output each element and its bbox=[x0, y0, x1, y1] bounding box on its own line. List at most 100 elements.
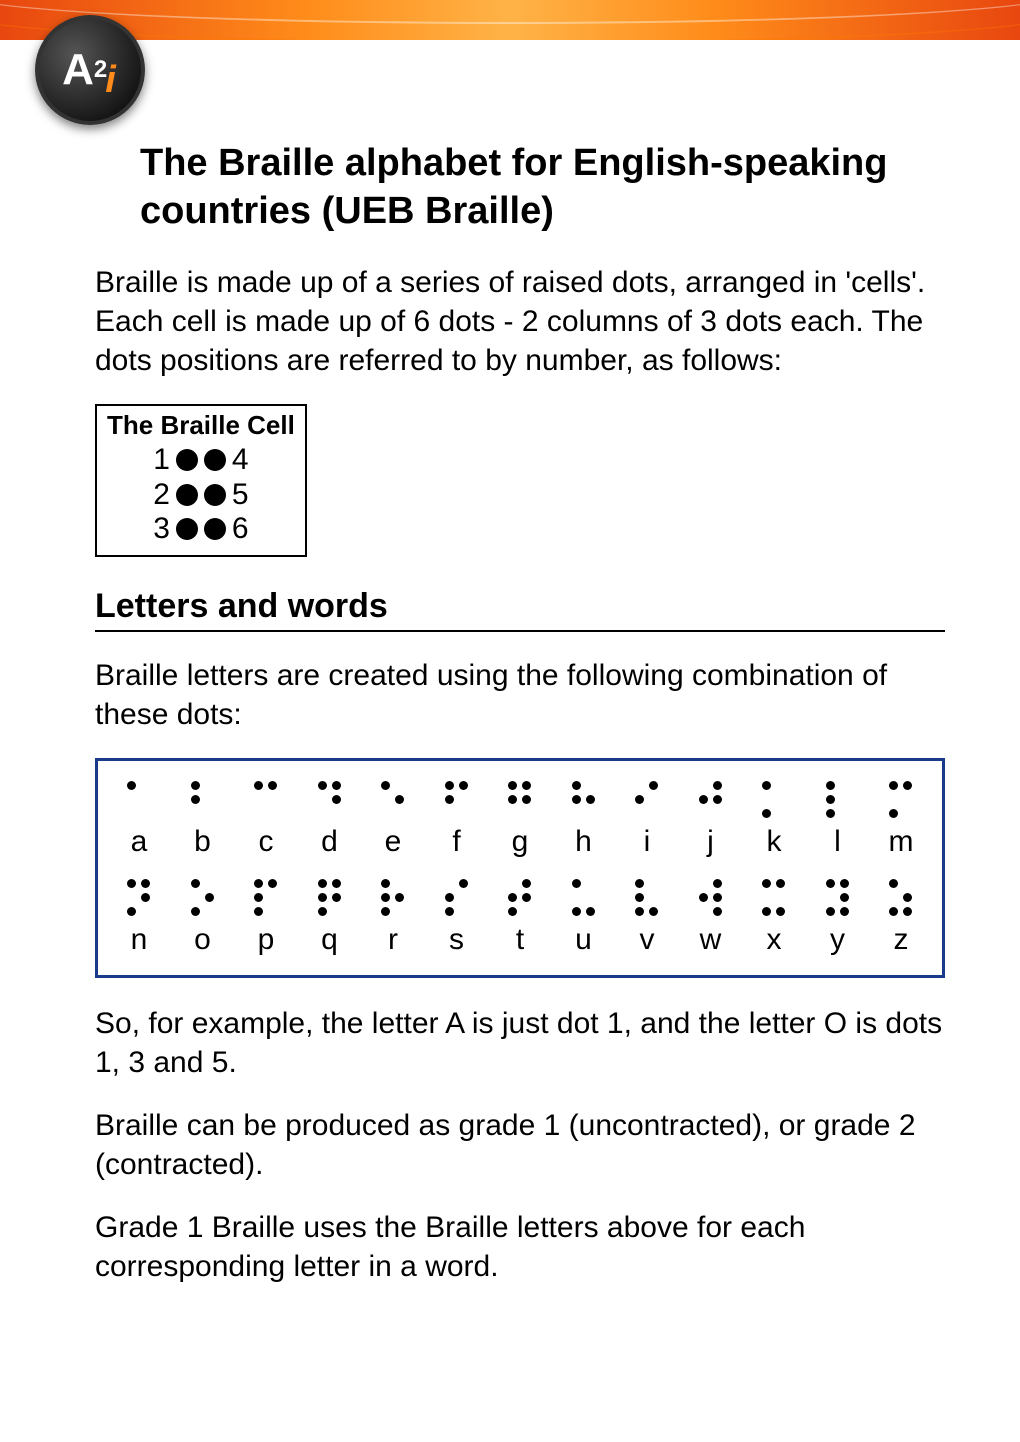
alphabet-letter-label: j bbox=[707, 825, 714, 859]
alphabet-c: c bbox=[239, 781, 293, 859]
alphabet-letter-label: a bbox=[131, 825, 148, 859]
braille-dot-5 bbox=[840, 795, 849, 804]
braille-dot-4 bbox=[903, 879, 912, 888]
logo: A2i bbox=[35, 15, 145, 125]
braille-dot-6 bbox=[840, 907, 849, 916]
alphabet-v: v bbox=[620, 879, 674, 957]
braille-dot-1 bbox=[191, 879, 200, 888]
braille-dot-2 bbox=[889, 795, 898, 804]
alphabet-i: i bbox=[620, 781, 674, 859]
braille-dot-1 bbox=[508, 781, 517, 790]
cell-number-left: 1 bbox=[153, 443, 170, 478]
braille-dot-2 bbox=[381, 795, 390, 804]
braille-dot-3 bbox=[191, 809, 200, 818]
braille-dot-6 bbox=[205, 809, 214, 818]
braille-dot-3 bbox=[635, 809, 644, 818]
braille-cell bbox=[508, 879, 532, 917]
alphabet-z: z bbox=[874, 879, 928, 957]
braille-dot-4 bbox=[713, 781, 722, 790]
alphabet-s: s bbox=[430, 879, 484, 957]
braille-cell bbox=[318, 879, 342, 917]
braille-dot-3 bbox=[127, 907, 136, 916]
cell-dot bbox=[204, 518, 226, 540]
braille-dot-4 bbox=[522, 879, 531, 888]
alphabet-letter-label: b bbox=[194, 825, 211, 859]
braille-dot-6 bbox=[141, 907, 150, 916]
braille-dot-3 bbox=[699, 809, 708, 818]
braille-dot-5 bbox=[205, 795, 214, 804]
braille-dot-3 bbox=[635, 907, 644, 916]
braille-dot-4 bbox=[649, 879, 658, 888]
braille-dot-1 bbox=[127, 781, 136, 790]
braille-cell bbox=[826, 781, 850, 819]
braille-dot-3 bbox=[889, 907, 898, 916]
braille-dot-1 bbox=[889, 879, 898, 888]
braille-dot-4 bbox=[459, 879, 468, 888]
braille-cell-diagram: The Braille Cell 142536 bbox=[95, 404, 307, 557]
cell-number-right: 6 bbox=[232, 512, 249, 547]
braille-dot-2 bbox=[508, 795, 517, 804]
braille-dot-4 bbox=[332, 879, 341, 888]
alphabet-a: a bbox=[112, 781, 166, 859]
braille-cell bbox=[191, 879, 215, 917]
braille-dot-3 bbox=[318, 907, 327, 916]
alphabet-letter-label: v bbox=[640, 923, 655, 957]
alphabet-letter-label: d bbox=[321, 825, 338, 859]
braille-dot-5 bbox=[141, 795, 150, 804]
alphabet-m: m bbox=[874, 781, 928, 859]
braille-dot-1 bbox=[826, 879, 835, 888]
braille-dot-6 bbox=[586, 809, 595, 818]
alphabet-letter-label: f bbox=[452, 825, 460, 859]
braille-dot-2 bbox=[699, 795, 708, 804]
braille-dot-3 bbox=[572, 809, 581, 818]
braille-dot-6 bbox=[268, 907, 277, 916]
alphabet-letter-label: m bbox=[889, 825, 914, 859]
braille-dot-3 bbox=[445, 907, 454, 916]
braille-dot-5 bbox=[268, 893, 277, 902]
alphabet-letter-label: t bbox=[516, 923, 524, 957]
braille-cell bbox=[762, 879, 786, 917]
alphabet-letter-label: n bbox=[131, 923, 148, 957]
braille-cell bbox=[254, 879, 278, 917]
braille-dot-4 bbox=[840, 781, 849, 790]
alphabet-letter-label: g bbox=[512, 825, 529, 859]
braille-dot-6 bbox=[903, 907, 912, 916]
alphabet-letter-label: q bbox=[321, 923, 338, 957]
braille-cell bbox=[445, 879, 469, 917]
alphabet-letter-label: w bbox=[700, 923, 722, 957]
braille-dot-6 bbox=[395, 809, 404, 818]
alphabet-n: n bbox=[112, 879, 166, 957]
braille-dot-1 bbox=[254, 781, 263, 790]
alphabet-l: l bbox=[811, 781, 865, 859]
braille-dot-1 bbox=[572, 879, 581, 888]
braille-dot-4 bbox=[459, 781, 468, 790]
braille-dot-3 bbox=[127, 809, 136, 818]
braille-dot-3 bbox=[508, 809, 517, 818]
braille-dot-5 bbox=[586, 893, 595, 902]
braille-cell bbox=[191, 781, 215, 819]
cell-row: 14 bbox=[107, 443, 295, 478]
braille-dot-2 bbox=[191, 893, 200, 902]
alphabet-letter-label: u bbox=[575, 923, 592, 957]
braille-dot-5 bbox=[332, 893, 341, 902]
braille-dot-5 bbox=[903, 893, 912, 902]
braille-dot-3 bbox=[445, 809, 454, 818]
braille-cell bbox=[318, 781, 342, 819]
braille-cell bbox=[889, 879, 913, 917]
section-heading: Letters and words bbox=[95, 587, 945, 632]
braille-dot-3 bbox=[508, 907, 517, 916]
braille-dot-5 bbox=[522, 893, 531, 902]
alphabet-letter-label: z bbox=[894, 923, 909, 957]
braille-dot-4 bbox=[776, 879, 785, 888]
braille-dot-6 bbox=[649, 809, 658, 818]
braille-dot-6 bbox=[776, 809, 785, 818]
braille-dot-1 bbox=[381, 879, 390, 888]
braille-dot-2 bbox=[127, 795, 136, 804]
braille-cell bbox=[572, 781, 596, 819]
braille-dot-4 bbox=[395, 781, 404, 790]
braille-dot-5 bbox=[713, 795, 722, 804]
braille-dot-2 bbox=[699, 893, 708, 902]
braille-dot-5 bbox=[903, 795, 912, 804]
braille-dot-6 bbox=[840, 809, 849, 818]
cell-row: 36 bbox=[107, 512, 295, 547]
